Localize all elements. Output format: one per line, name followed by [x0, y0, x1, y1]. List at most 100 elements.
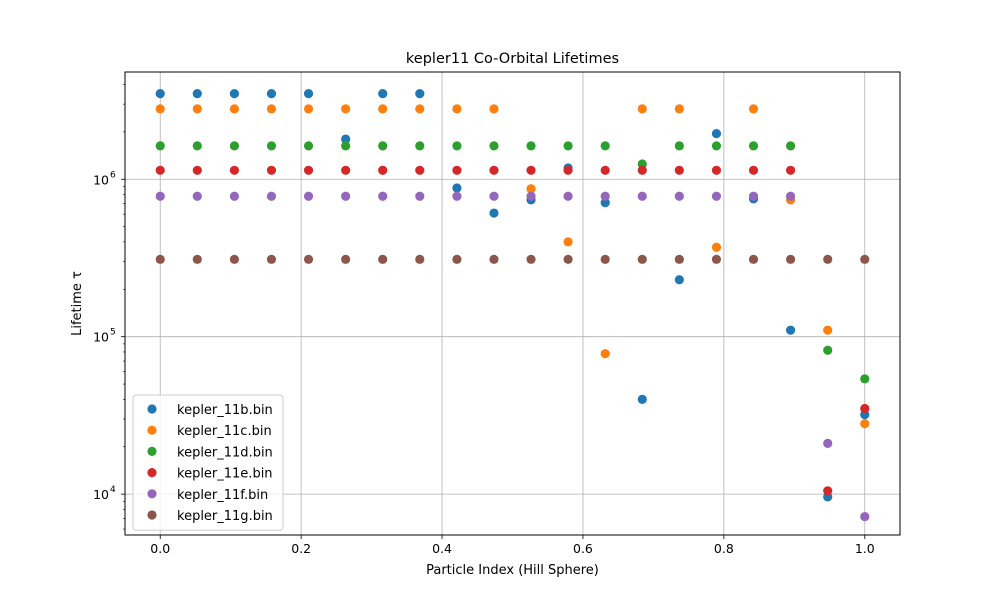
- legend-marker: [147, 468, 157, 478]
- data-point-kepler-11d-bin: [341, 141, 351, 151]
- data-point-kepler-11g-bin: [637, 254, 647, 264]
- x-tick-label: 0.0: [150, 541, 170, 556]
- legend-label: kepler_11g.bin: [177, 509, 273, 524]
- data-point-kepler-11e-bin: [378, 165, 388, 175]
- data-point-kepler-11e-bin: [823, 486, 833, 496]
- data-point-kepler-11c-bin: [452, 104, 462, 114]
- data-point-kepler-11g-bin: [526, 254, 536, 264]
- data-point-kepler-11e-bin: [674, 165, 684, 175]
- data-point-kepler-11c-bin: [823, 325, 833, 335]
- data-point-kepler-11g-bin: [600, 254, 610, 264]
- data-point-kepler-11b-bin: [489, 208, 499, 218]
- data-point-kepler-11d-bin: [378, 141, 388, 151]
- data-point-kepler-11d-bin: [415, 141, 425, 151]
- data-point-kepler-11c-bin: [378, 104, 388, 114]
- data-point-kepler-11c-bin: [341, 104, 351, 114]
- data-point-kepler-11d-bin: [489, 141, 499, 151]
- data-point-kepler-11c-bin: [489, 104, 499, 114]
- data-point-kepler-11f-bin: [748, 191, 759, 201]
- data-point-kepler-11f-bin: [192, 191, 202, 201]
- data-point-kepler-11c-bin: [192, 104, 202, 114]
- data-point-kepler-11c-bin: [415, 104, 425, 114]
- y-tick-label: 10: [93, 330, 109, 345]
- data-point-kepler-11e-bin: [711, 165, 722, 175]
- data-point-kepler-11g-bin: [748, 254, 759, 264]
- data-point-kepler-11g-bin: [823, 254, 833, 264]
- data-point-kepler-11b-bin: [674, 275, 684, 285]
- data-point-kepler-11f-bin: [415, 191, 425, 201]
- data-point-kepler-11g-bin: [563, 254, 573, 264]
- data-point-kepler-11d-bin: [266, 141, 277, 151]
- data-point-kepler-11e-bin: [192, 165, 202, 175]
- data-points: [155, 88, 870, 522]
- data-point-kepler-11b-bin: [341, 134, 351, 144]
- y-tick-label: 10: [93, 487, 109, 502]
- legend-marker: [147, 510, 157, 520]
- legend-marker: [147, 446, 157, 456]
- data-point-kepler-11d-bin: [526, 141, 536, 151]
- data-point-kepler-11g-bin: [192, 254, 202, 264]
- data-point-kepler-11d-bin: [563, 141, 573, 151]
- data-point-kepler-11c-bin: [526, 184, 536, 194]
- data-point-kepler-11f-bin: [341, 191, 351, 201]
- data-point-kepler-11f-bin: [600, 191, 610, 201]
- y-tick-exponent: 5: [110, 328, 116, 338]
- data-point-kepler-11f-bin: [526, 191, 536, 201]
- data-point-kepler-11c-bin: [266, 104, 277, 114]
- legend-label: kepler_11f.bin: [177, 488, 268, 503]
- data-point-kepler-11f-bin: [563, 191, 573, 201]
- data-point-kepler-11c-bin: [637, 104, 647, 114]
- y-tick-exponent: 4: [110, 485, 116, 495]
- data-point-kepler-11b-bin: [785, 325, 796, 335]
- data-point-kepler-11f-bin: [637, 191, 647, 201]
- legend-box: [132, 394, 284, 531]
- data-point-kepler-11d-bin: [192, 141, 202, 151]
- y-axis-label: Lifetime τ: [70, 271, 85, 336]
- data-point-kepler-11e-bin: [229, 165, 240, 175]
- plot-frame: [124, 71, 901, 536]
- data-point-kepler-11b-bin: [711, 128, 722, 139]
- data-point-kepler-11c-bin: [711, 242, 722, 252]
- x-tick-label: 0.4: [432, 541, 452, 556]
- data-point-kepler-11e-bin: [303, 165, 314, 175]
- data-point-kepler-11g-bin: [489, 254, 499, 264]
- data-point-kepler-11e-bin: [600, 165, 610, 175]
- data-point-kepler-11b-bin: [452, 183, 462, 193]
- data-point-kepler-11f-bin: [489, 191, 499, 201]
- y-tick-label: 10: [93, 172, 109, 187]
- data-point-kepler-11g-bin: [860, 254, 870, 264]
- legend: kepler_11b.bin kepler_11c.bin kepler_11d.b…: [132, 394, 284, 531]
- data-point-kepler-11c-bin: [674, 104, 684, 114]
- data-point-kepler-11c-bin: [155, 104, 165, 114]
- data-point-kepler-11g-bin: [155, 254, 165, 264]
- data-point-kepler-11f-bin: [785, 191, 796, 201]
- data-point-kepler-11d-bin: [452, 141, 462, 151]
- data-point-kepler-11d-bin: [303, 141, 314, 151]
- legend-marker: [147, 425, 157, 435]
- data-point-kepler-11f-bin: [229, 191, 240, 201]
- data-point-kepler-11e-bin: [860, 403, 870, 414]
- data-point-kepler-11c-bin: [748, 104, 759, 114]
- data-point-kepler-11f-bin: [711, 191, 722, 201]
- grid: [125, 72, 900, 535]
- data-point-kepler-11c-bin: [860, 419, 870, 429]
- data-point-kepler-11g-bin: [341, 254, 351, 264]
- data-point-kepler-11g-bin: [674, 254, 684, 264]
- data-point-kepler-11g-bin: [785, 254, 796, 264]
- data-point-kepler-11e-bin: [637, 165, 647, 175]
- data-point-kepler-11g-bin: [266, 254, 277, 264]
- legend-marker: [147, 489, 157, 499]
- data-point-kepler-11g-bin: [378, 254, 388, 264]
- data-point-kepler-11e-bin: [489, 165, 499, 175]
- data-point-kepler-11e-bin: [415, 165, 425, 175]
- x-axis: 0.0 0.2 0.4 0.6 0.8 1.0: [150, 535, 875, 556]
- data-point-kepler-11g-bin: [711, 254, 722, 264]
- data-point-kepler-11b-bin: [415, 88, 425, 99]
- legend-marker: [147, 404, 157, 414]
- legend-label: kepler_11b.bin: [177, 403, 273, 418]
- data-point-kepler-11b-bin: [303, 88, 314, 99]
- data-point-kepler-11c-bin: [303, 104, 314, 114]
- data-point-kepler-11b-bin: [600, 198, 610, 208]
- data-point-kepler-11d-bin: [860, 374, 870, 384]
